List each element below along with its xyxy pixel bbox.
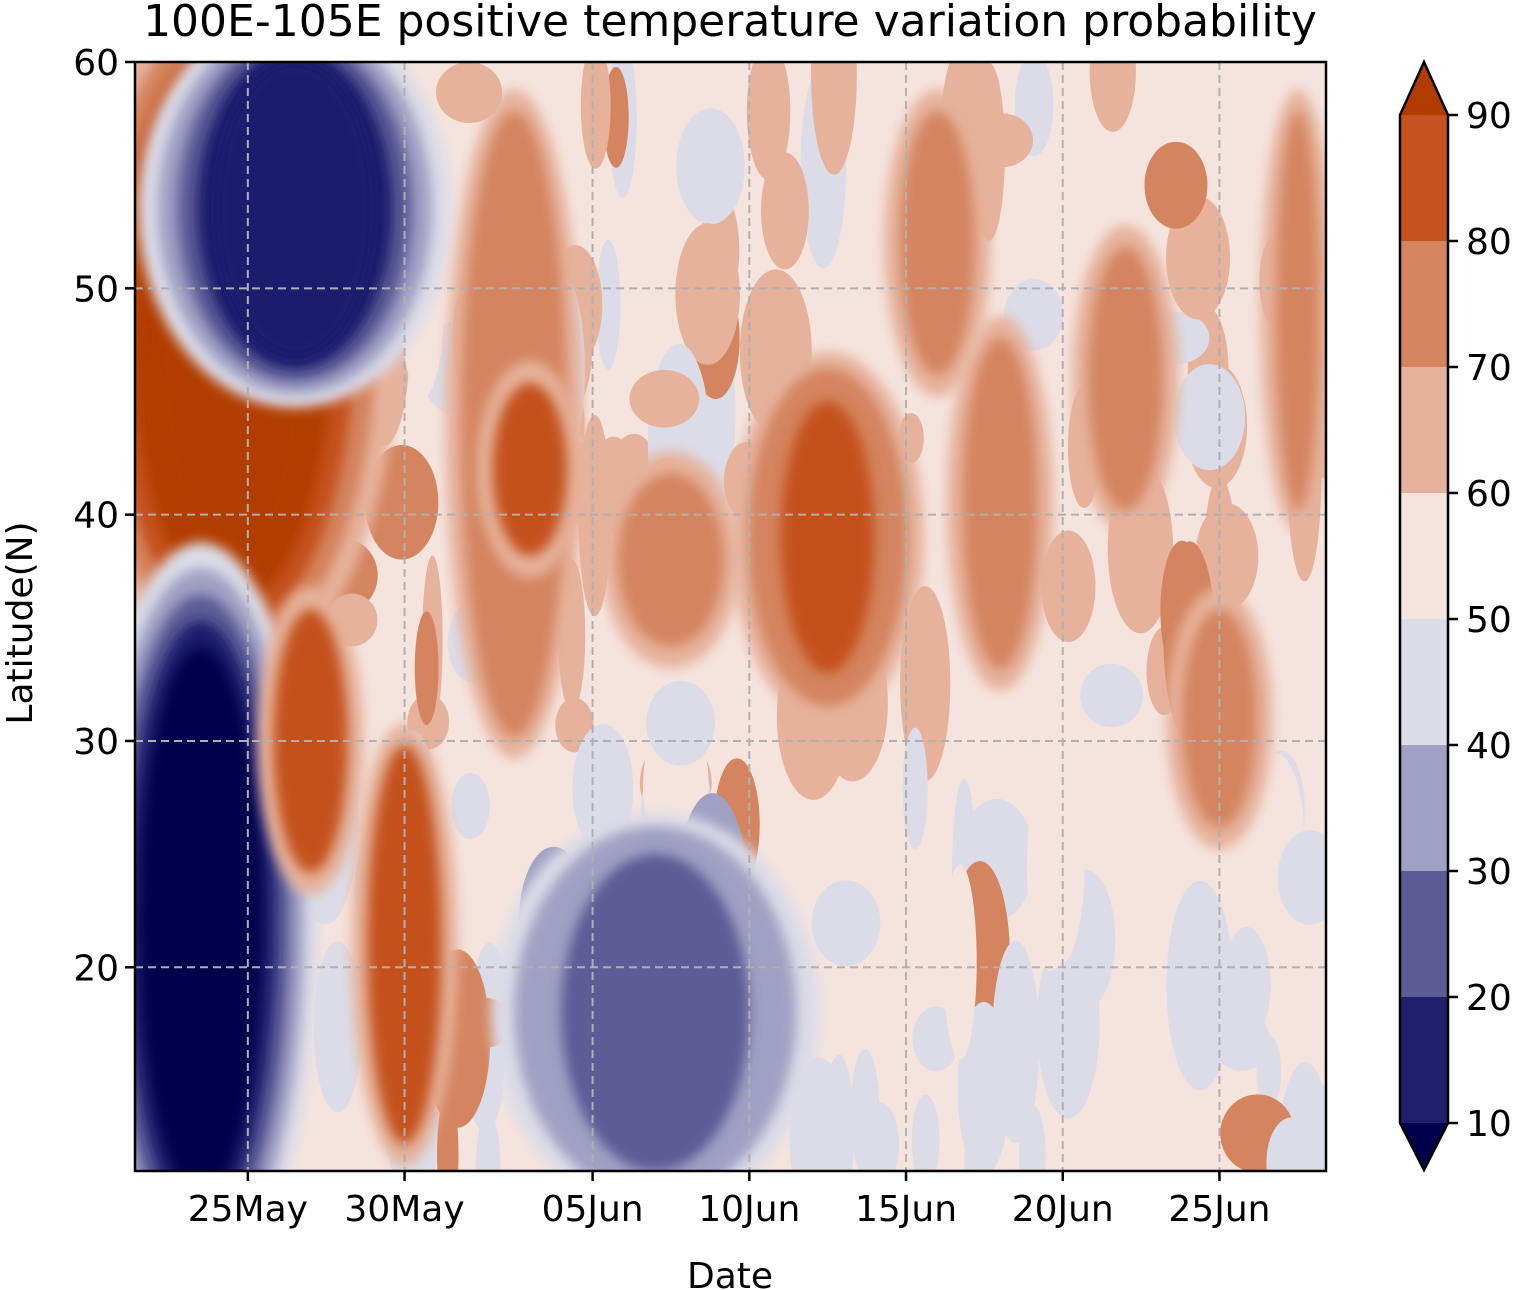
contour-band: [153, 673, 248, 1171]
contour-feature: [731, 351, 925, 723]
contour-band: [617, 473, 724, 647]
colorbar-tick-label: 70: [1466, 348, 1512, 389]
contour-blob: [629, 369, 700, 428]
colorbar-segment: [1400, 241, 1448, 367]
contour-blob: [760, 152, 809, 270]
plot-area: [133, 60, 1328, 1173]
contour-blob: [437, 1091, 459, 1171]
colorbar-segment: [1400, 745, 1448, 871]
contour-blob: [902, 727, 928, 850]
colorbar-tick-label: 30: [1466, 852, 1512, 893]
colorbar-segment: [1400, 367, 1448, 493]
chart-title: 100E-105E positive temperature variation…: [143, 0, 1317, 47]
contour-band: [962, 337, 1038, 670]
contour-blob: [957, 1001, 1010, 1171]
contour-blob: [1290, 602, 1326, 728]
contour-blob: [580, 62, 611, 169]
contour-blob: [1080, 663, 1143, 728]
colorbar: 10 20 30 40 50 60 70 80 90: [1398, 58, 1512, 1173]
colorbar-segment: [1400, 493, 1448, 619]
contour-blob: [451, 772, 490, 840]
contour-band: [900, 111, 975, 375]
colorbar-segment: [1400, 619, 1448, 745]
contour-blob: [1144, 141, 1208, 229]
colorbar-tick-label: 20: [1466, 978, 1512, 1019]
y-tick-label: 20: [73, 948, 119, 989]
contour-blob: [676, 108, 745, 225]
contour-blob: [811, 880, 881, 966]
contour-blob: [911, 1094, 940, 1171]
y-tick-label: 40: [73, 496, 119, 537]
x-tick-label: 30May: [344, 1189, 464, 1230]
plot-frame: [133, 60, 1328, 1173]
colorbar-tick-label: 10: [1466, 1104, 1512, 1145]
contour-band: [1276, 111, 1320, 511]
contour-blob: [436, 62, 503, 124]
colorbar-tick-label: 50: [1466, 600, 1512, 641]
contour-blob: [1195, 503, 1259, 610]
colorbar-segment: [1400, 115, 1448, 241]
colorbar-extend-min: [1400, 1123, 1448, 1170]
contour-blob: [1173, 364, 1246, 471]
x-axis-label: Date: [687, 1256, 773, 1290]
x-tick-label: 25May: [188, 1189, 308, 1230]
x-tick-label: 15Jun: [855, 1189, 957, 1230]
contour-blob: [850, 1049, 880, 1171]
contour-band: [492, 382, 568, 556]
x-axis: 25May 30May 05Jun 10Jun 15Jun 20Jun 25Jun: [188, 1171, 1270, 1230]
contour-band: [1088, 247, 1163, 511]
colorbar-segment: [1400, 871, 1448, 997]
x-tick-label: 10Jun: [698, 1189, 800, 1230]
contour-blob: [313, 941, 362, 1113]
colorbar-segment: [1400, 997, 1448, 1123]
contour-band: [780, 401, 875, 674]
contour-band: [561, 854, 750, 1171]
contour-blob: [1026, 764, 1074, 971]
contour-blob: [746, 62, 791, 181]
contour-blob: [1212, 1011, 1271, 1071]
contour-band: [216, 62, 374, 357]
contour-blob: [1277, 830, 1326, 925]
contour-blob: [596, 239, 621, 370]
contour-blob: [1041, 530, 1096, 642]
contour-blob: [1266, 1117, 1317, 1171]
x-tick-label: 25Jun: [1168, 1189, 1270, 1230]
colorbar-tick-label: 40: [1466, 726, 1512, 767]
contour-feature: [138, 62, 452, 408]
colorbar-tick-label: 80: [1466, 222, 1512, 263]
x-tick-label: 05Jun: [542, 1189, 644, 1230]
contour-blob: [1089, 62, 1136, 132]
y-tick-label: 30: [73, 722, 119, 763]
contour-fill-layer: [135, 62, 1326, 1171]
x-tick-label: 20Jun: [1012, 1189, 1114, 1230]
y-tick-label: 60: [73, 43, 119, 84]
contour-blob: [414, 611, 439, 725]
colorbar-tick-label: 60: [1466, 474, 1512, 515]
contour-blob: [646, 680, 716, 766]
contour-blob: [943, 864, 977, 1060]
contour-blob: [811, 62, 857, 175]
colorbar-extend-max: [1400, 62, 1448, 115]
y-axis: 20 30 40 50 60: [73, 43, 135, 989]
contour-feature: [490, 812, 820, 1171]
contour-blob: [675, 223, 740, 365]
y-axis-label: Latitude(N): [0, 521, 41, 724]
contour-band: [367, 744, 442, 1145]
colorbar-tick-label: 90: [1466, 96, 1512, 137]
y-tick-label: 50: [73, 269, 119, 310]
